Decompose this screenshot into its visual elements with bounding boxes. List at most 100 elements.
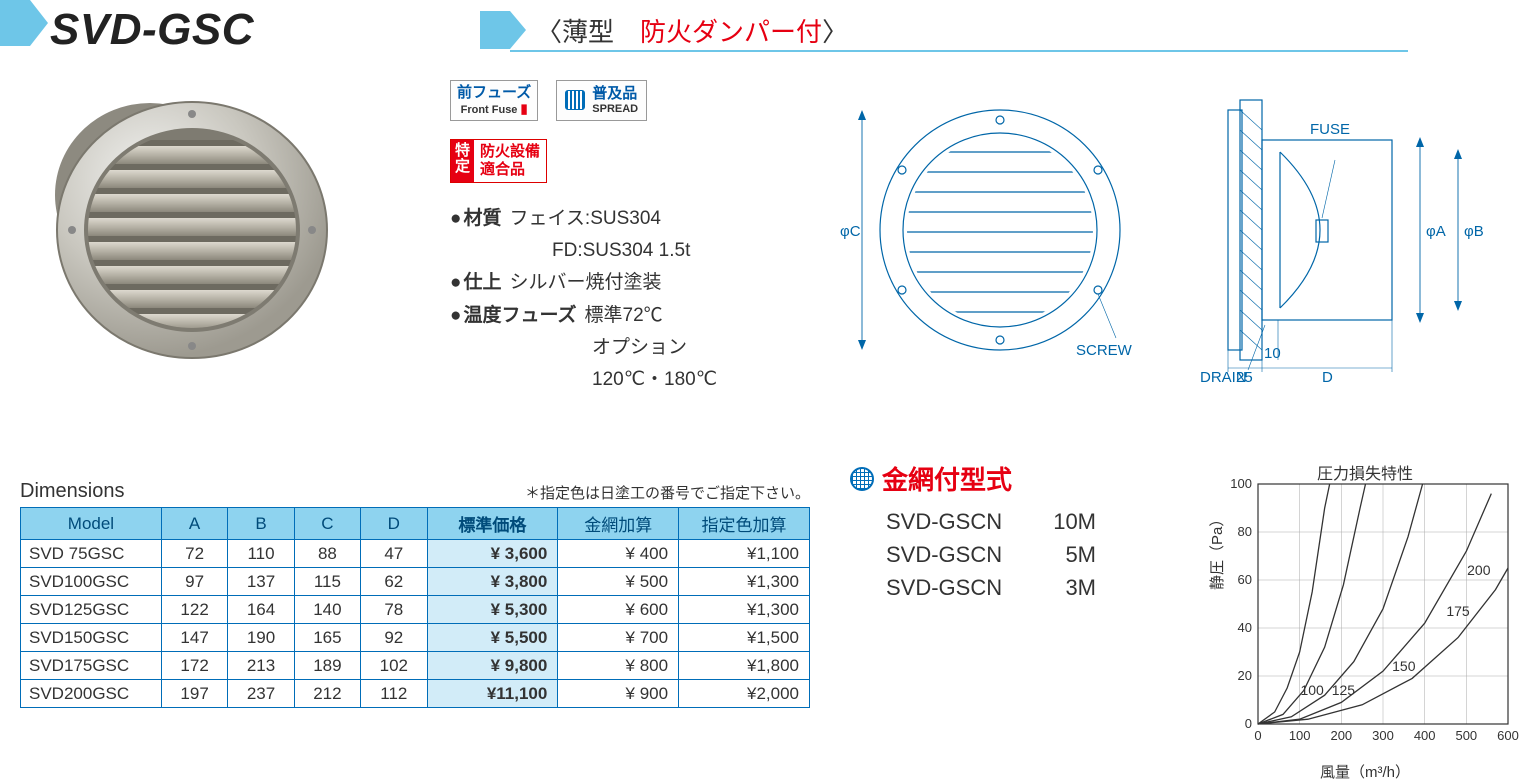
technical-drawing: .ln{stroke:#0066a8;stroke-width:1.2;fill…	[840, 80, 1500, 390]
chart-svg: 0100200300400500600020406080100100125150…	[1210, 460, 1520, 750]
svg-text:25: 25	[1236, 369, 1253, 386]
cell-c: 140	[294, 596, 360, 624]
dimensions-table: ModelABCD標準価格金網加算指定色加算SVD 75GSC721108847…	[20, 507, 810, 708]
table-header: Model	[21, 508, 162, 540]
title-block: SVD-GSC	[0, 0, 420, 60]
mesh-prefix: SVD-GSCN	[886, 538, 1036, 571]
spec-value: シルバー焼付塗装	[510, 272, 662, 293]
mesh-item: SVD-GSCN10M	[886, 505, 1180, 538]
spread-icon	[565, 90, 585, 110]
cell-c: 212	[294, 680, 360, 708]
spec-value: オプション	[592, 337, 687, 358]
cell-c: 189	[294, 652, 360, 680]
svg-text:300: 300	[1372, 728, 1394, 743]
mesh-models-section: 金網付型式 SVD-GSCN10MSVD-GSCN5MSVD-GSCN3M	[850, 460, 1180, 604]
cell-b: 110	[228, 540, 294, 568]
table-row: SVD125GSC12216414078¥ 5,300¥ 600¥1,300	[21, 596, 810, 624]
svg-text:0: 0	[1245, 716, 1252, 731]
cell-b: 190	[228, 624, 294, 652]
cell-mesh: ¥ 400	[558, 540, 679, 568]
dimensions-title: Dimensions	[20, 480, 124, 503]
mesh-prefix: SVD-GSCN	[886, 505, 1036, 538]
spread-en: SPREAD	[592, 103, 638, 115]
table-header: 指定色加算	[679, 508, 810, 540]
mesh-title: 金網付型式	[882, 460, 1012, 497]
cell-a: 122	[161, 596, 227, 624]
svg-text:0: 0	[1254, 728, 1261, 743]
cell-model: SVD100GSC	[21, 568, 162, 596]
mesh-list: SVD-GSCN10MSVD-GSCN5MSVD-GSCN3M	[886, 505, 1180, 604]
cell-a: 72	[161, 540, 227, 568]
svg-text:φA: φA	[1426, 223, 1446, 240]
mesh-item: SVD-GSCN3M	[886, 571, 1180, 604]
chart-xlabel: 風量（m³/h）	[1210, 761, 1520, 782]
cell-d: 112	[361, 680, 427, 708]
cell-model: SVD175GSC	[21, 652, 162, 680]
svg-text:400: 400	[1414, 728, 1436, 743]
cell-mesh: ¥ 500	[558, 568, 679, 596]
chart-ylabel: 静圧（Pa）	[1206, 512, 1227, 590]
page-title: SVD-GSC	[50, 5, 254, 55]
cell-d: 78	[361, 596, 427, 624]
fire-right-top: 防火設備	[480, 143, 540, 161]
cell-color: ¥1,500	[679, 624, 810, 652]
product-photo	[20, 80, 360, 360]
cell-model: SVD125GSC	[21, 596, 162, 624]
mesh-header: 金網付型式	[850, 460, 1180, 497]
mesh-suffix: 10M	[1036, 505, 1096, 538]
spec-value: FD:SUS304 1.5t	[552, 240, 690, 261]
svg-text:φC: φC	[840, 223, 861, 240]
svg-text:125: 125	[1332, 682, 1356, 698]
svg-text:60: 60	[1238, 572, 1252, 587]
svg-text:φB: φB	[1464, 223, 1484, 240]
spec-list: 材質フェイス:SUS304FD:SUS304 1.5t仕上シルバー焼付塗装温度フ…	[450, 203, 810, 397]
spec-value: 120℃・180℃	[592, 369, 717, 390]
mesh-prefix: SVD-GSCN	[886, 571, 1036, 604]
spec-value: 標準72℃	[585, 305, 663, 326]
spread-jp: 普及品	[592, 86, 637, 103]
fire-right-bot: 適合品	[480, 161, 540, 179]
cell-mesh: ¥ 900	[558, 680, 679, 708]
svg-text:175: 175	[1446, 603, 1470, 619]
svg-text:600: 600	[1497, 728, 1519, 743]
cell-std: ¥ 5,300	[427, 596, 558, 624]
front-fuse-en-text: Front Fuse	[461, 104, 518, 116]
mesh-icon	[850, 467, 874, 491]
spec-value: フェイス:SUS304	[510, 208, 661, 229]
cell-d: 62	[361, 568, 427, 596]
cell-c: 165	[294, 624, 360, 652]
svg-text:SCREW: SCREW	[1076, 342, 1133, 359]
table-header: 金網加算	[558, 508, 679, 540]
table-header: D	[361, 508, 427, 540]
svg-text:10: 10	[1264, 345, 1281, 362]
table-row: SVD 75GSC721108847¥ 3,600¥ 400¥1,100	[21, 540, 810, 568]
cell-color: ¥1,100	[679, 540, 810, 568]
svg-text:D: D	[1322, 369, 1333, 386]
table-header: C	[294, 508, 360, 540]
cell-std: ¥11,100	[427, 680, 558, 708]
svg-text:80: 80	[1238, 524, 1252, 539]
cell-model: SVD150GSC	[21, 624, 162, 652]
front-fuse-badge: 前フューズ Front Fuse ▮	[450, 80, 538, 121]
svg-text:150: 150	[1392, 658, 1416, 674]
dimensions-note: ＊指定色は日塗工の番号でご指定下さい。	[525, 482, 810, 503]
svg-text:200: 200	[1330, 728, 1352, 743]
table-row: SVD200GSC197237212112¥11,100¥ 900¥2,000	[21, 680, 810, 708]
spec-row: 材質フェイス:SUS304	[450, 203, 810, 235]
front-fuse-jp: 前フューズ	[457, 85, 531, 102]
spread-badge: 普及品 SPREAD	[556, 80, 647, 121]
subtitle-part1: 薄型	[562, 17, 614, 47]
subtitle-accent	[480, 11, 510, 49]
cell-a: 97	[161, 568, 227, 596]
dimensions-section: Dimensions ＊指定色は日塗工の番号でご指定下さい。 ModelABCD…	[20, 480, 810, 708]
cell-a: 172	[161, 652, 227, 680]
svg-text:FUSE: FUSE	[1310, 121, 1350, 138]
cell-model: SVD200GSC	[21, 680, 162, 708]
table-row: SVD175GSC172213189102¥ 9,800¥ 800¥1,800	[21, 652, 810, 680]
cell-b: 213	[228, 652, 294, 680]
table-row: SVD150GSC14719016592¥ 5,500¥ 700¥1,500	[21, 624, 810, 652]
subtitle-prefix: 〈	[536, 17, 562, 47]
spec-row: 温度フューズ標準72℃	[450, 300, 810, 332]
cell-mesh: ¥ 600	[558, 596, 679, 624]
svg-text:100: 100	[1289, 728, 1311, 743]
